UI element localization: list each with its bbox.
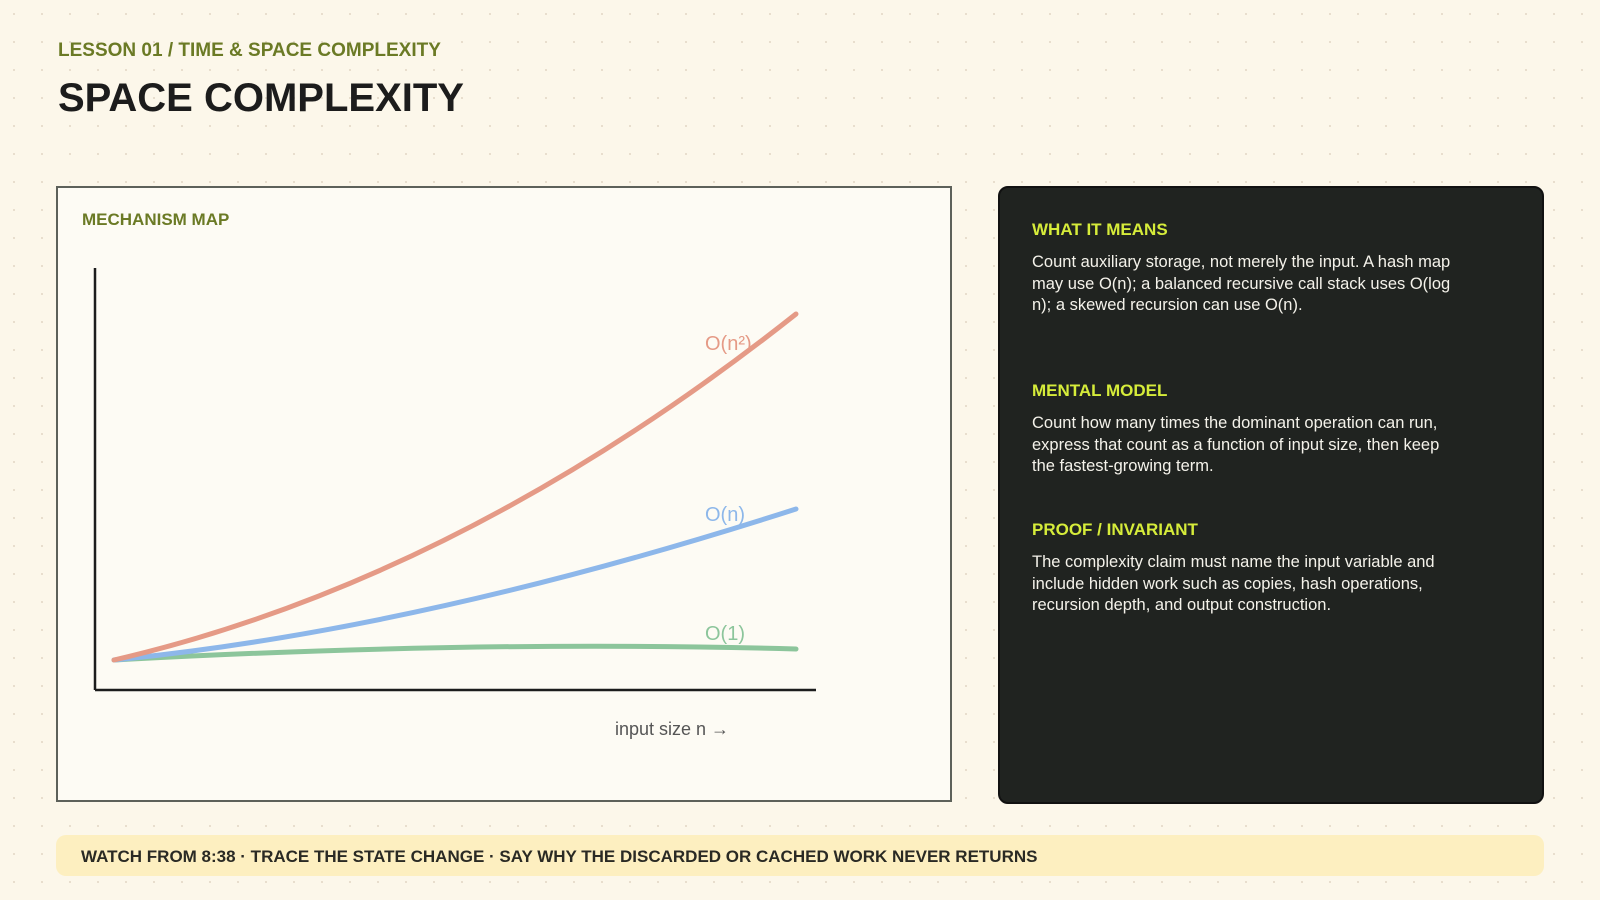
curve-linear [111,506,799,663]
footer-banner: WATCH FROM 8:38 · TRACE THE STATE CHANGE… [56,835,1544,876]
panel-label: MECHANISM MAP [82,210,230,229]
curve-constant [111,643,799,663]
note: PROOF / INVARIANT The complexity claim m… [1032,520,1452,617]
slide-title: SPACE COMPLEXITY [58,76,464,120]
note-body: Count how many times the dominant operat… [1032,414,1440,475]
curve-quadratic [111,311,799,663]
note-heading: PROOF / INVARIANT [1032,520,1198,539]
note-body: Count auxiliary storage, not merely the … [1032,253,1451,314]
note: WHAT IT MEANS Count auxiliary storage, n… [1032,220,1452,317]
notes-panel [998,186,1544,804]
x-axis-label: input size n → [615,719,729,739]
note-heading: WHAT IT MEANS [1032,220,1168,239]
curve-label: O(1) [705,623,745,645]
curve-label: O(n) [705,504,745,526]
note: MENTAL MODEL Count how many times the do… [1032,381,1452,478]
curve-label: O(n²) [705,333,752,355]
note-body: The complexity claim must name the input… [1032,553,1435,614]
mechanism-panel [56,186,952,802]
note-heading: MENTAL MODEL [1032,381,1168,400]
lesson-eyebrow: LESSON 01 / TIME & SPACE COMPLEXITY [58,40,441,61]
